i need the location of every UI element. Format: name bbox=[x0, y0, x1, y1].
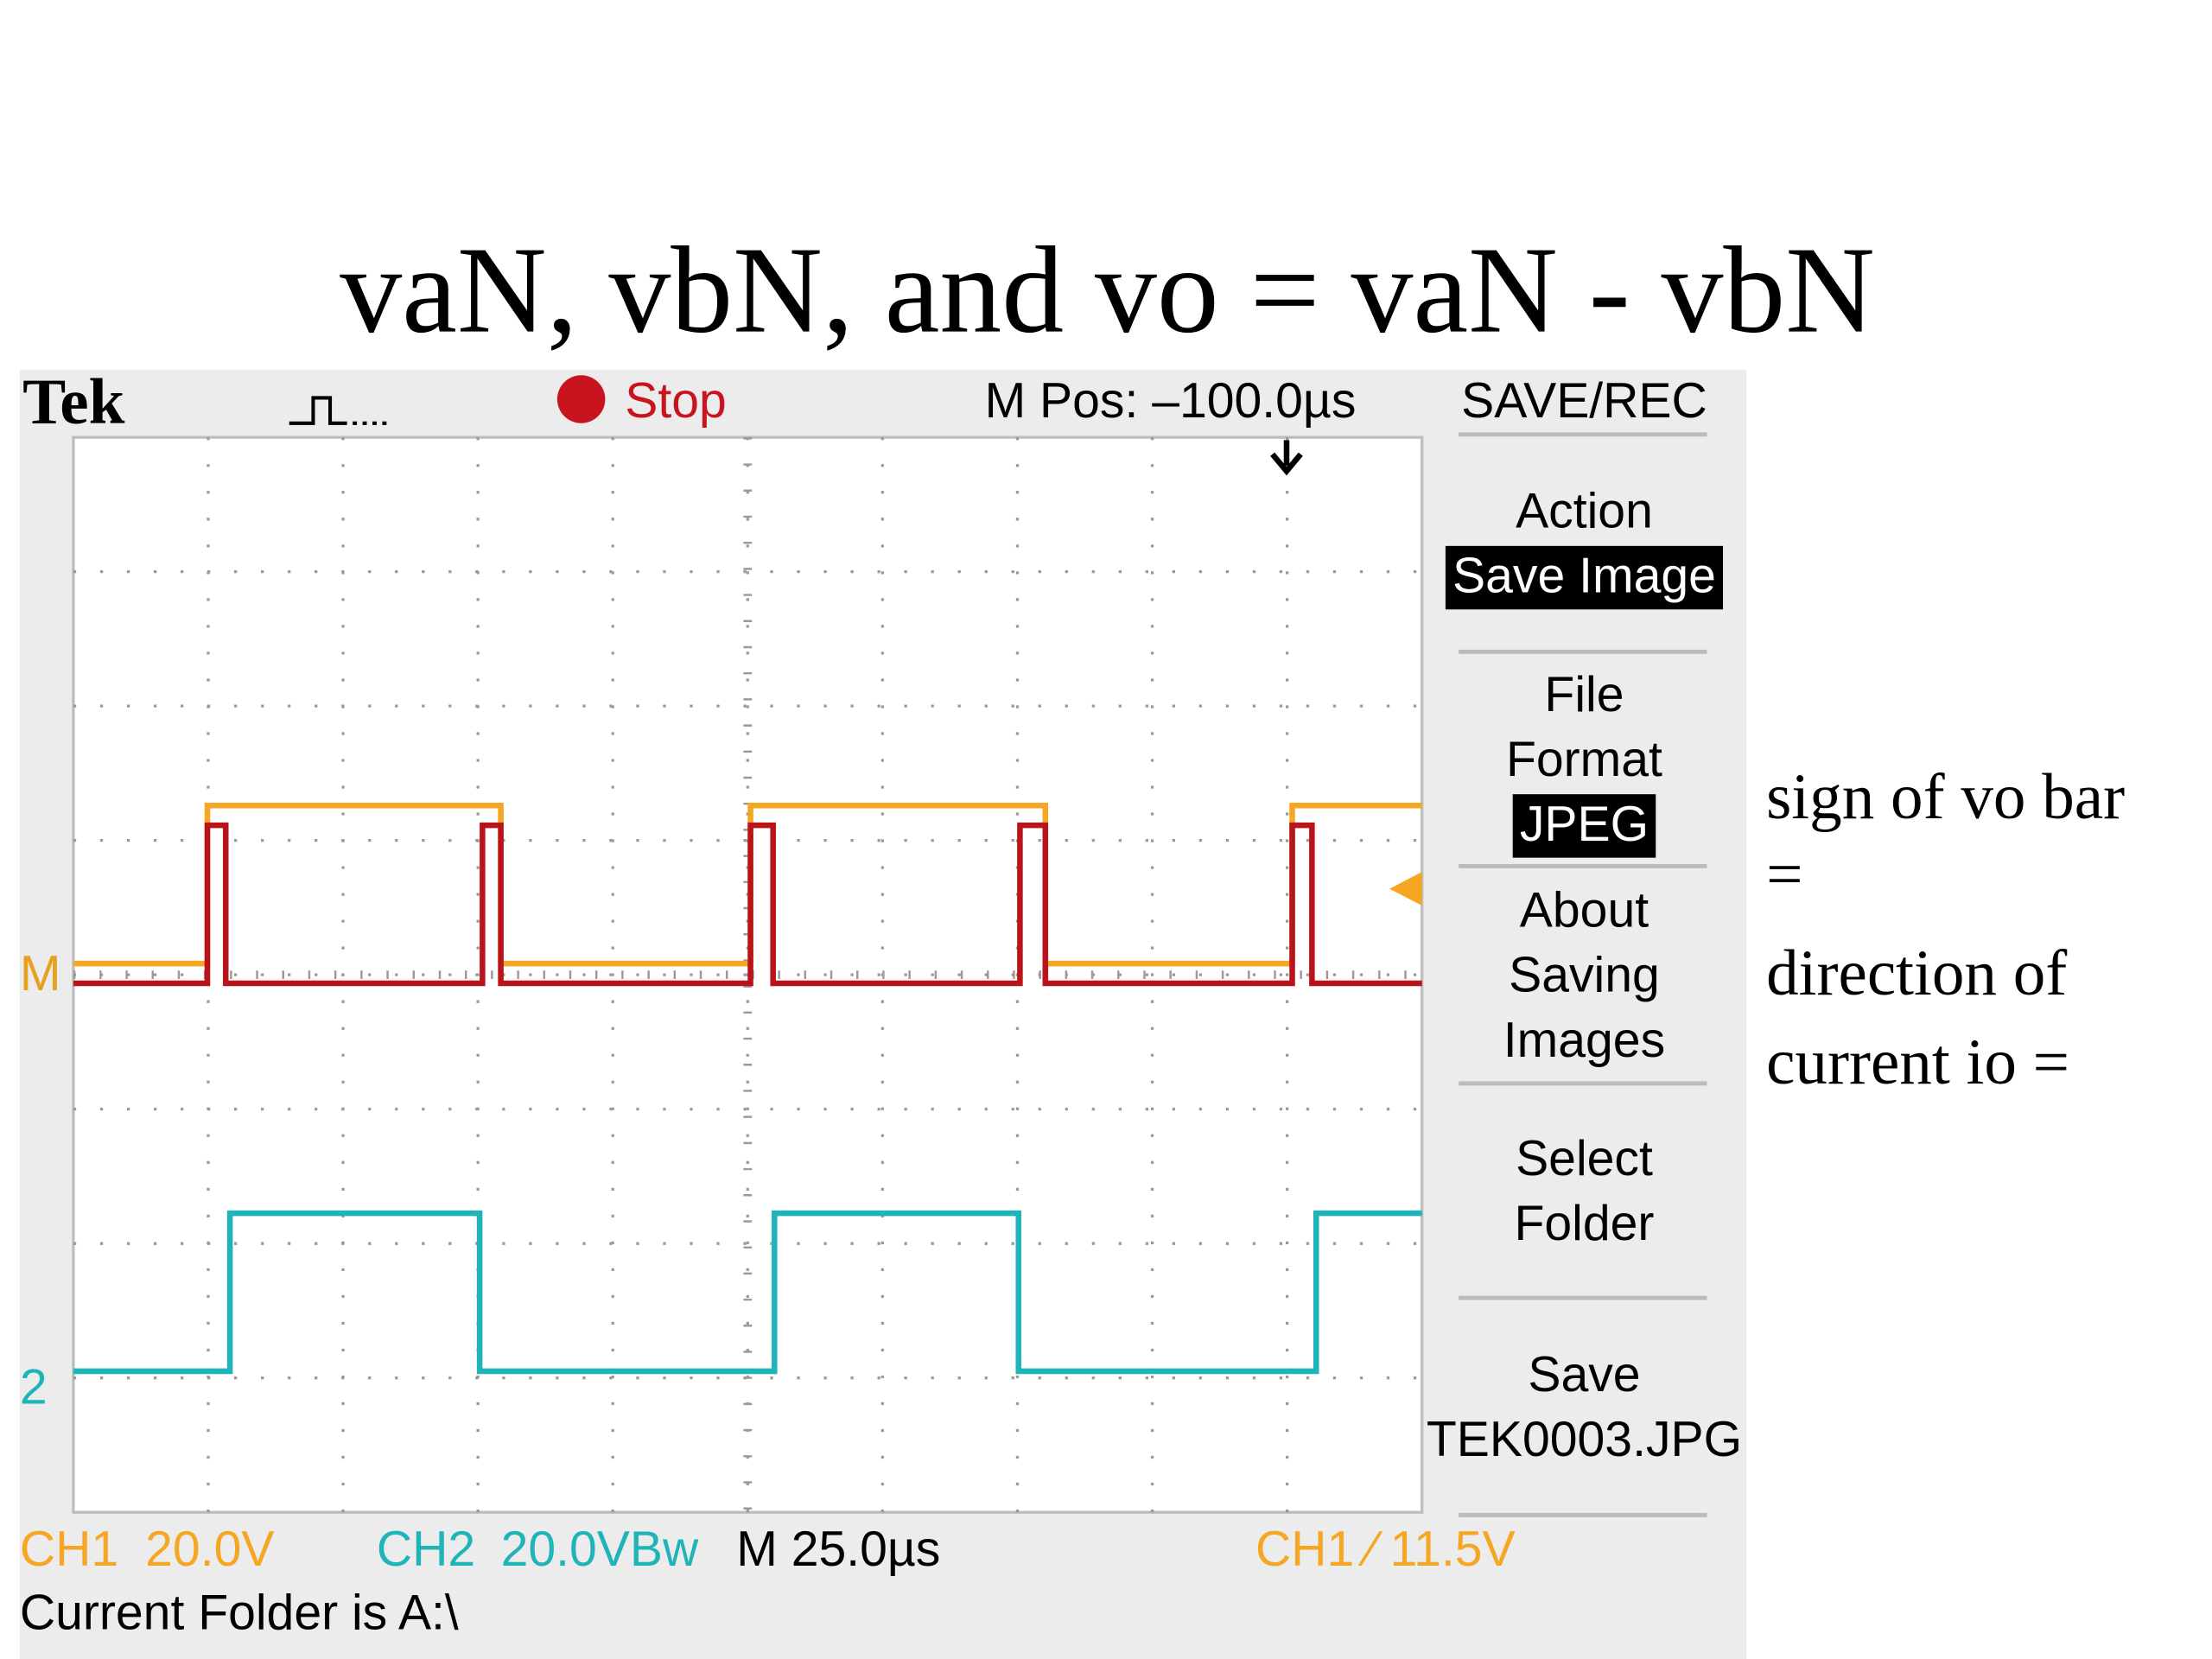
menu-item-text: Action bbox=[1516, 484, 1653, 539]
trigger-setting: CH1 ⁄ 11.5V bbox=[1255, 1522, 1516, 1577]
menu-item-text: Save bbox=[1528, 1347, 1640, 1402]
ch2-trace bbox=[73, 1210, 1422, 1375]
highlight-box bbox=[1445, 545, 1724, 610]
note-line: direction of bbox=[1766, 938, 2067, 1009]
side-menu: Action Save Image File Format JPEG About Savin… bbox=[1427, 432, 1742, 1517]
ch2-marker: 2 bbox=[20, 1359, 48, 1414]
trigger-level-marker bbox=[1389, 871, 1422, 906]
menu-item-text: Folder bbox=[1515, 1196, 1655, 1251]
ch2-scale: 20.0VBw bbox=[501, 1522, 699, 1577]
ch2-label: CH2 bbox=[377, 1522, 475, 1577]
note-line: sign of vo bar bbox=[1766, 761, 2125, 833]
note-line: current io = bbox=[1766, 1027, 2069, 1098]
oscilloscope-screen: Tek Stop M Pos: –100.0µs SAVE/REC Action… bbox=[20, 366, 1747, 1659]
run-state: Stop bbox=[625, 373, 727, 429]
math-marker: M bbox=[20, 946, 61, 1001]
brand: Tek bbox=[22, 366, 125, 438]
slide-title: vaN, vbN, and vo = vaN - vbN bbox=[340, 222, 1875, 359]
current-folder: Current Folder is A:\ bbox=[20, 1586, 459, 1641]
menu-item-text: About bbox=[1520, 883, 1649, 938]
highlight-box bbox=[1512, 794, 1656, 858]
menu-item-text: File bbox=[1544, 667, 1624, 722]
horizontal-position: M Pos: –100.0µs bbox=[985, 373, 1357, 429]
menu-title: SAVE/REC bbox=[1461, 373, 1707, 429]
menu-selected-value: Save Image bbox=[1452, 549, 1716, 604]
timebase: M 25.0µs bbox=[736, 1522, 940, 1577]
ch1-scale: 20.0V bbox=[145, 1522, 274, 1577]
menu-highlight: Save Image bbox=[1445, 545, 1724, 610]
stop-indicator bbox=[556, 375, 606, 423]
menu-highlight: JPEG bbox=[1512, 794, 1656, 858]
acquisition-icon bbox=[289, 396, 387, 425]
trigger-position-marker bbox=[1270, 440, 1303, 476]
side-note: sign of vo bar= direction of current io = bbox=[1766, 761, 2125, 1098]
menu-item-text: Images bbox=[1503, 1013, 1665, 1068]
note-line: = bbox=[1766, 839, 1802, 911]
math-trace bbox=[73, 822, 1422, 987]
menu-item-text: Format bbox=[1506, 732, 1662, 787]
menu-item-text: Saving bbox=[1509, 948, 1660, 1003]
waveforms bbox=[73, 802, 1422, 1375]
ch1-label: CH1 bbox=[20, 1522, 118, 1577]
menu-item-text: Select bbox=[1516, 1131, 1653, 1186]
menu-item-text: TEK0003.JPG bbox=[1427, 1412, 1742, 1467]
menu-selected-value: JPEG bbox=[1520, 797, 1649, 852]
